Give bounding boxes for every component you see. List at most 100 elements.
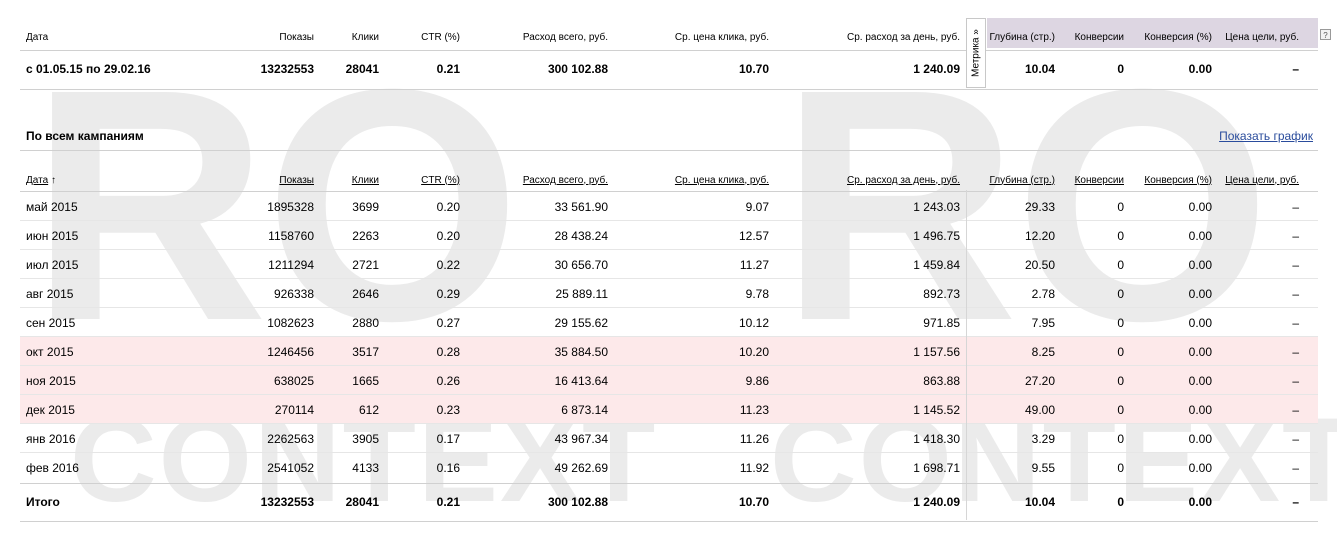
cell-goal-price: – bbox=[1292, 373, 1299, 388]
cell-conv: 0 bbox=[1117, 228, 1124, 243]
table-row: окт 2015 1246456 3517 0.28 35 884.50 10.20 1 1… bbox=[20, 337, 1318, 366]
cell-ctr: 0.28 bbox=[436, 344, 460, 359]
cell-goal-price: – bbox=[1292, 228, 1299, 243]
cell-shows: 1082623 bbox=[267, 315, 314, 330]
sort-goal-price[interactable]: Цена цели, руб. bbox=[1225, 174, 1299, 186]
cell-clicks: 4133 bbox=[352, 460, 379, 475]
col-cpc: Ср. цена клика, руб. bbox=[674, 31, 769, 43]
cell-depth: 49.00 bbox=[1024, 402, 1055, 417]
cell-spend: 29 155.62 bbox=[554, 315, 608, 330]
sort-clicks[interactable]: Клики bbox=[351, 174, 379, 186]
cell-shows: 2541052 bbox=[267, 460, 314, 475]
cell-date: авг 2015 bbox=[26, 286, 74, 301]
cell-daily: 1 698.71 bbox=[913, 460, 960, 475]
cell-spend: 49 262.69 bbox=[554, 460, 608, 475]
cell-daily: 1 145.52 bbox=[913, 402, 960, 417]
cell-depth: 7.95 bbox=[1031, 315, 1055, 330]
cell-cpc: 11.27 bbox=[739, 257, 769, 272]
col-conv-pct: Конверсия (%) bbox=[1144, 31, 1212, 43]
cell-clicks: 2721 bbox=[352, 257, 379, 272]
cell-ctr: 0.27 bbox=[436, 315, 460, 330]
cell-depth: 3.29 bbox=[1031, 431, 1055, 446]
cell-daily: 892.73 bbox=[923, 286, 960, 301]
cell-ctr: 0.22 bbox=[436, 257, 460, 272]
summary-conv-pct: 0.00 bbox=[1188, 62, 1212, 76]
sort-depth[interactable]: Глубина (стр.) bbox=[989, 174, 1055, 186]
cell-conv-pct: 0.00 bbox=[1188, 286, 1212, 301]
summary-shows: 13232553 bbox=[260, 62, 314, 76]
help-icon[interactable]: ? bbox=[1320, 29, 1331, 40]
cell-spend: 16 413.64 bbox=[554, 373, 608, 388]
summary-date: с 01.05.15 по 29.02.16 bbox=[26, 62, 151, 76]
cell-conv: 0 bbox=[1117, 257, 1124, 272]
summary-depth: 10.04 bbox=[1024, 62, 1055, 76]
metrika-header-background bbox=[987, 18, 1318, 48]
divider bbox=[20, 150, 1318, 151]
summary-spend: 300 102.88 bbox=[547, 62, 608, 76]
cell-ctr: 0.16 bbox=[436, 460, 460, 475]
total-conv-pct: 0.00 bbox=[1188, 495, 1212, 509]
cell-goal-price: – bbox=[1292, 199, 1299, 214]
table-row: фев 2016 2541052 4133 0.16 49 262.69 11.92 1 6… bbox=[20, 453, 1318, 482]
cell-conv-pct: 0.00 bbox=[1188, 373, 1212, 388]
table-row: июн 2015 1158760 2263 0.20 28 438.24 12.57 1 4… bbox=[20, 221, 1318, 250]
cell-spend: 35 884.50 bbox=[554, 344, 608, 359]
table-row: май 2015 1895328 3699 0.20 33 561.90 9.07 1 24… bbox=[20, 192, 1318, 221]
total-depth: 10.04 bbox=[1024, 495, 1055, 509]
cell-conv-pct: 0.00 bbox=[1188, 315, 1212, 330]
cell-conv-pct: 0.00 bbox=[1188, 257, 1212, 272]
sort-conv-pct[interactable]: Конверсия (%) bbox=[1144, 174, 1212, 186]
cell-date: май 2015 bbox=[26, 199, 78, 214]
sort-date[interactable]: Дата ↑ bbox=[26, 174, 56, 186]
cell-date: сен 2015 bbox=[26, 315, 76, 330]
total-spend: 300 102.88 bbox=[547, 495, 608, 509]
cell-daily: 863.88 bbox=[923, 373, 960, 388]
sort-cpc[interactable]: Ср. цена клика, руб. bbox=[674, 174, 769, 186]
divider bbox=[20, 191, 1318, 192]
summary-daily: 1 240.09 bbox=[913, 62, 960, 76]
metrika-toggle-tab[interactable]: Метрика » bbox=[966, 18, 986, 88]
sort-daily[interactable]: Ср. расход за день, руб. bbox=[847, 174, 960, 186]
table-row: сен 2015 1082623 2880 0.27 29 155.62 10.12 971… bbox=[20, 308, 1318, 337]
total-shows: 13232553 bbox=[260, 495, 314, 509]
show-chart-link[interactable]: Показать график bbox=[1219, 129, 1313, 143]
table-header: Дата ↑ Показы Клики CTR (%) Расход всего… bbox=[20, 170, 1318, 190]
cell-shows: 2262563 bbox=[267, 431, 314, 446]
cell-shows: 270114 bbox=[274, 402, 314, 417]
cell-goal-price: – bbox=[1292, 257, 1299, 272]
cell-cpc: 11.92 bbox=[739, 460, 769, 475]
cell-cpc: 11.23 bbox=[739, 402, 769, 417]
summary-row: с 01.05.15 по 29.02.16 13232553 28041 0.… bbox=[20, 52, 1318, 86]
total-goal-price: – bbox=[1292, 495, 1299, 509]
sort-ctr[interactable]: CTR (%) bbox=[421, 174, 460, 186]
cell-conv: 0 bbox=[1117, 373, 1124, 388]
total-conv: 0 bbox=[1117, 495, 1124, 509]
metrika-tab-label: Метрика » bbox=[970, 29, 982, 77]
col-date: Дата bbox=[26, 31, 49, 43]
divider bbox=[20, 89, 1318, 90]
total-cpc: 10.70 bbox=[738, 495, 769, 509]
cell-ctr: 0.29 bbox=[436, 286, 460, 301]
cell-conv: 0 bbox=[1117, 344, 1124, 359]
cell-cpc: 11.26 bbox=[739, 431, 769, 446]
cell-clicks: 2263 bbox=[352, 228, 379, 243]
sort-spend[interactable]: Расход всего, руб. bbox=[522, 174, 608, 186]
cell-goal-price: – bbox=[1292, 344, 1299, 359]
col-clicks: Клики bbox=[351, 31, 379, 43]
row-divider bbox=[20, 249, 1318, 250]
cell-goal-price: – bbox=[1292, 402, 1299, 417]
col-depth: Глубина (стр.) bbox=[989, 31, 1055, 43]
cell-daily: 1 243.03 bbox=[913, 199, 960, 214]
row-divider bbox=[20, 278, 1318, 279]
cell-conv: 0 bbox=[1117, 431, 1124, 446]
cell-date: июн 2015 bbox=[26, 228, 79, 243]
cell-shows: 1246456 bbox=[267, 344, 314, 359]
cell-conv: 0 bbox=[1117, 199, 1124, 214]
cell-spend: 6 873.14 bbox=[561, 402, 608, 417]
sort-shows[interactable]: Показы bbox=[279, 174, 314, 186]
table-row: июл 2015 1211294 2721 0.22 30 656.70 11.27 1 4… bbox=[20, 250, 1318, 279]
cell-conv-pct: 0.00 bbox=[1188, 228, 1212, 243]
sort-conv[interactable]: Конверсии bbox=[1074, 174, 1124, 186]
cell-ctr: 0.26 bbox=[436, 373, 460, 388]
cell-date: ноя 2015 bbox=[26, 373, 76, 388]
